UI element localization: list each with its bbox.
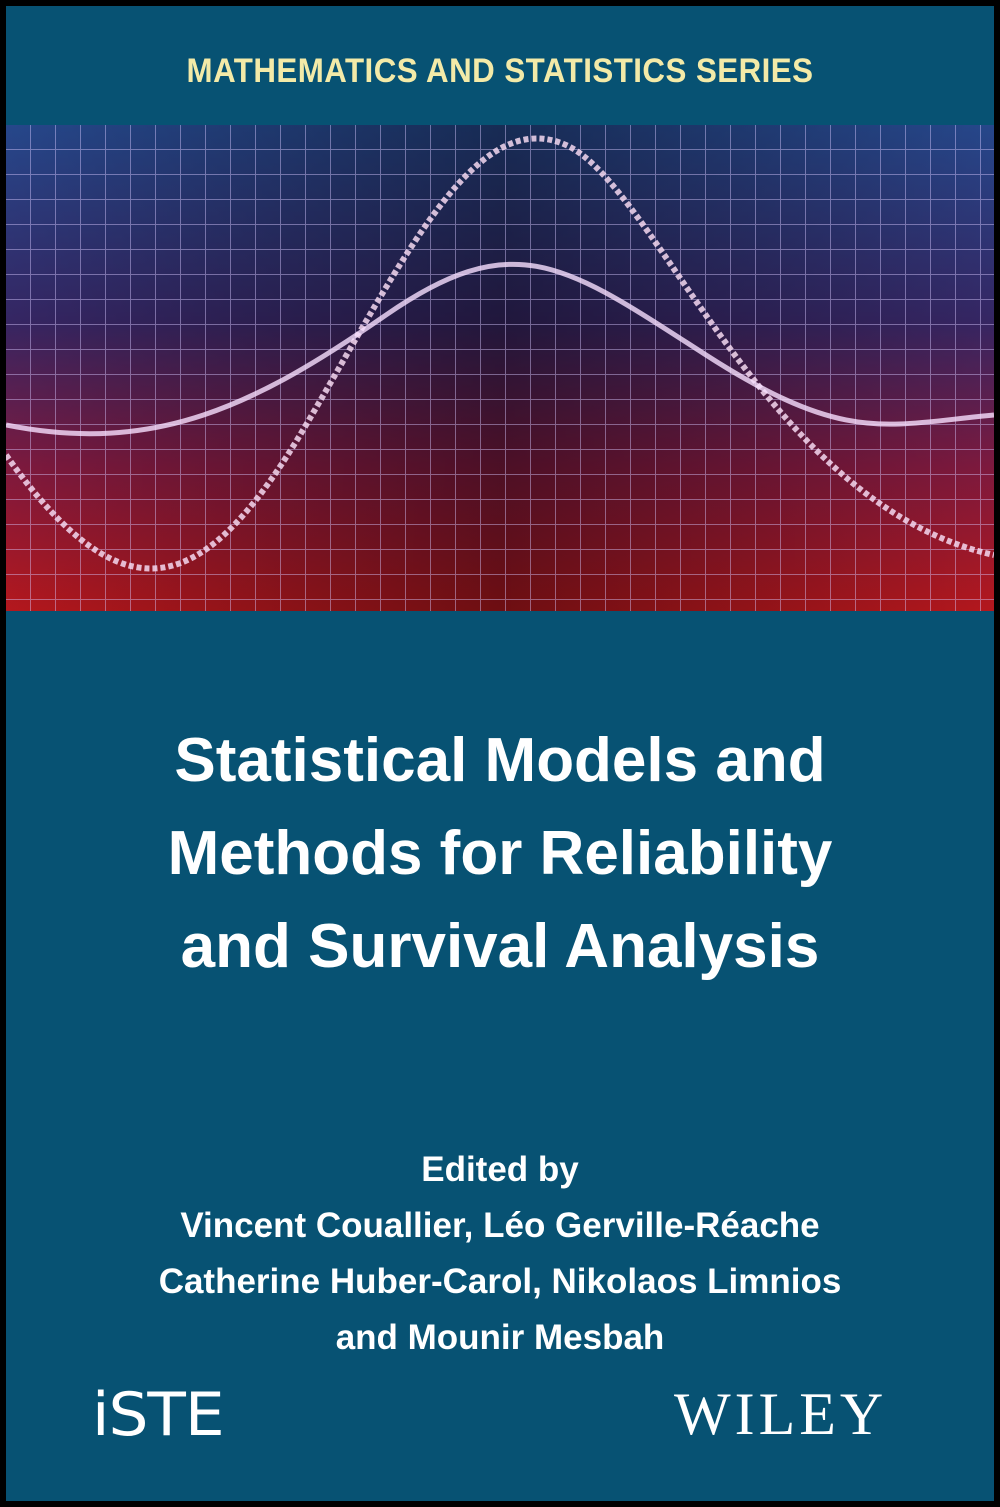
title-line: and Survival Analysis bbox=[180, 912, 820, 981]
iste-logo: iSTE bbox=[92, 1380, 225, 1450]
title-line: Statistical Models and bbox=[174, 726, 826, 795]
title-line: Methods for Reliability bbox=[167, 819, 833, 888]
editors-line: Catherine Huber-Carol, Nikolaos Limnios bbox=[158, 1262, 842, 1301]
edited-by-label: Edited by bbox=[421, 1150, 579, 1189]
editors-line: Vincent Couallier, Léo Gerville-Réache bbox=[180, 1206, 820, 1245]
editors-block: Edited by Vincent Couallier, Léo Gervill… bbox=[6, 1142, 994, 1366]
cover-artwork bbox=[6, 125, 994, 611]
editors-line: and Mounir Mesbah bbox=[335, 1318, 665, 1357]
wiley-logo: WILEY bbox=[674, 1381, 888, 1447]
series-title: MATHEMATICS AND STATISTICS SERIES bbox=[186, 52, 814, 90]
book-title: Statistical Models and Methods for Relia… bbox=[6, 714, 994, 993]
wave-curve-2 bbox=[6, 261, 994, 437]
book-cover: MATHEMATICS AND STATISTICS SERIES St bbox=[6, 6, 994, 1501]
